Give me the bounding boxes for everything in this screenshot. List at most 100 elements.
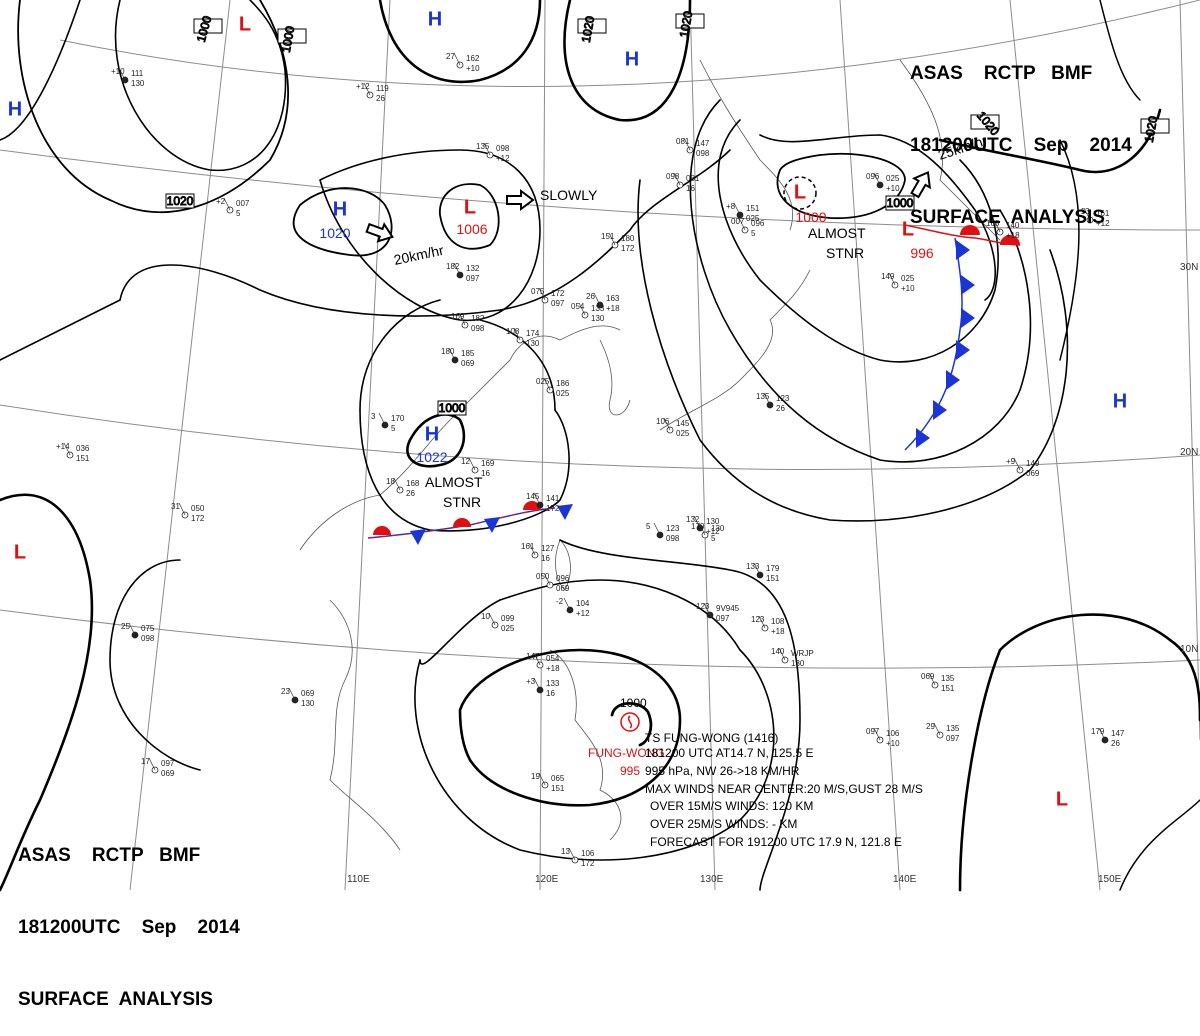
station-value: 127 [541,544,555,553]
cold-front-triangle [961,275,975,295]
coast-japan [659,269,811,431]
station-value: 065 [551,774,565,783]
motion-arrow [365,222,394,243]
station-value: 180 [441,347,455,356]
station-value: 069 [556,584,570,593]
station-value: 182 [471,314,485,323]
station-value: 075 [531,287,545,296]
station-value: 149 [1026,459,1040,468]
station-value: 098 [666,534,680,543]
station-value: 13 [561,847,570,856]
station-value: 130 [131,79,145,88]
station-value: 180 [621,234,635,243]
station-value: 163 [606,294,620,303]
station-value: 025 [556,389,570,398]
station-plot [393,477,404,494]
coast-korea [599,339,631,416]
lon-line-110e [344,0,391,891]
isobar [292,187,393,257]
station-value: 036 [76,444,90,453]
station-value: +10 [886,184,900,193]
station-value: 151 [76,454,90,463]
station-value: 149 [881,272,895,281]
high-pressure-label: H [625,48,639,70]
isobar [0,299,121,361]
station-value: 168 [406,479,420,488]
longitude-label: 150E [1098,874,1122,885]
station-value: +8 [726,202,736,211]
cold-front-triangle [946,370,960,390]
station-plot [873,727,884,744]
header-line-2: 181200UTC Sep 2014 [18,917,240,938]
station-plot [533,492,544,509]
header-line-3: SURFACE ANALYSIS [910,207,1105,228]
motion-arrows [365,171,932,243]
station-value: 145 [526,492,540,501]
high-pressure-label: H [333,198,347,220]
station-value: 147 [1111,729,1125,738]
station-value: 123 [751,615,765,624]
station-value: 141 [546,494,560,503]
lat-line-10n [0,609,1200,669]
coast-china [299,325,621,551]
station-plot [1013,457,1024,474]
typhoon-info-line: TS FUNG-WONG (1416) [645,731,778,745]
lat-line-40n [59,0,1200,88]
station-value: 133 [746,562,760,571]
isobar [458,648,682,807]
center-pressure-value: 1006 [456,221,487,237]
station-plot [533,677,544,694]
lon-line-120e [539,0,546,891]
station-value: 007 [236,199,250,208]
station-plot [178,502,189,519]
station-value: 025 [676,429,690,438]
station-value: +10 [901,284,915,293]
station-value: 130 [526,339,540,348]
isobar-label: 1020 [167,194,194,208]
station-value: 172 [621,244,635,253]
station-value: 098 [666,172,680,181]
station-value: 145 [676,419,690,428]
station-value: 108 [771,617,785,626]
isobar [359,299,441,411]
lat-line-20n [0,404,1200,470]
station-plot [763,392,774,409]
coast-philippines [549,649,622,841]
station-value: 140 [771,647,785,656]
station-value: 119 [376,84,389,93]
movement-label: SLOWLY [540,187,598,203]
station-value: 097 [866,727,880,736]
lon-line-160e [1179,0,1200,741]
station-value: 26 [586,292,595,301]
station-value: 135 [476,142,490,151]
station-plot [673,172,684,189]
header-bottom-left: ASAS RCTP BMF 181200UTC Sep 2014 SURFACE… [18,796,240,1036]
station-plot [608,232,619,249]
station-plot [458,312,469,329]
typhoon-info-line: MAX WINDS NEAR CENTER:20 M/S,GUST 28 M/S [645,782,923,796]
isobar-label: 1000 [279,25,297,54]
coast-siberia [699,59,794,231]
station-value: 025 [536,377,550,386]
isobar [0,493,94,892]
station-value: +3 [526,677,536,686]
station-plot [538,287,549,304]
isobar [0,0,81,141]
station-value: 174 [526,329,540,338]
isobar-label: 1020 [1142,115,1160,144]
header-line-1: ASAS RCTP BMF [910,63,1093,84]
center-pressure-value: 1020 [319,225,350,241]
station-value: 10 [481,612,490,621]
station-value: 098 [471,324,485,333]
station-value: 130 [791,659,805,668]
station-value: 5 [391,424,396,433]
cold-front-triangle [956,340,970,360]
latitude-label: 10N [1180,644,1198,655]
station-plot [933,722,944,739]
isobar [717,119,999,363]
typhoon-symbol-swirl [627,715,633,729]
cold-front-triangle [484,517,500,533]
station-value: 18 [386,477,395,486]
station-value: 16 [481,469,490,478]
station-value: 081 [676,137,690,146]
